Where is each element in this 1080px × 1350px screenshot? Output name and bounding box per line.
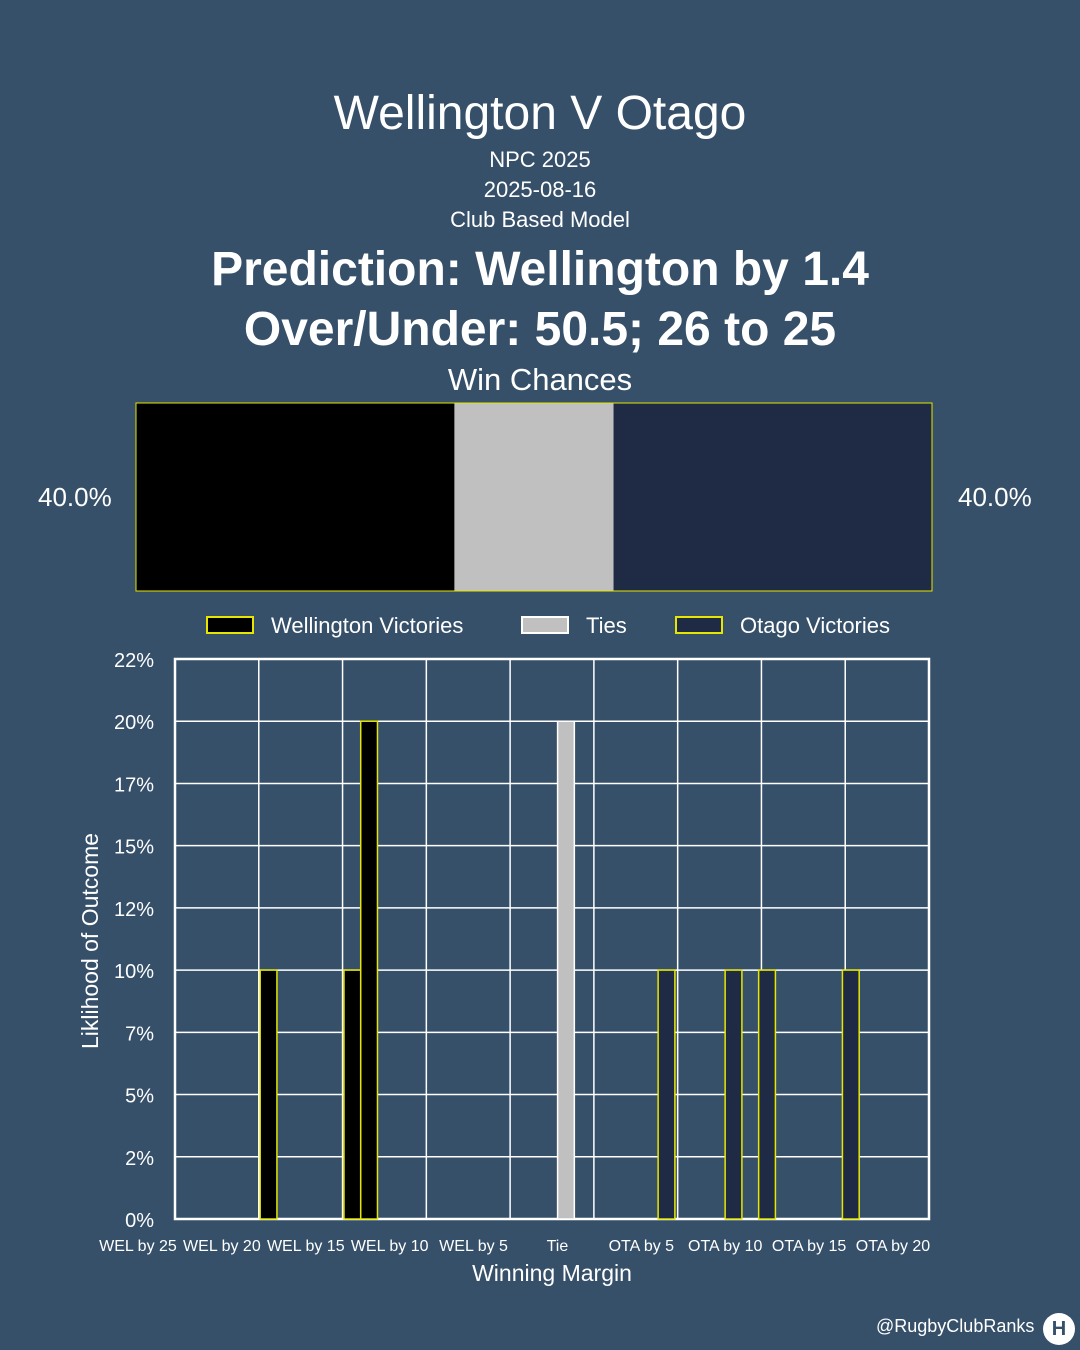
win-chances-bar	[135, 402, 933, 592]
y-axis-label: Liklihood of Outcome	[77, 833, 103, 1049]
model-label: Club Based Model	[450, 207, 630, 232]
x-tick-label: OTA by 15	[772, 1238, 847, 1255]
competition-label: NPC 2025	[489, 147, 591, 172]
legend-swatch-1	[521, 616, 569, 634]
x-axis-label: Winning Margin	[472, 1260, 632, 1286]
chart-title: Wellington V Otago	[333, 87, 747, 140]
y-tick-label: 2%	[125, 1148, 154, 1170]
legend-label-1: Ties	[586, 613, 627, 638]
y-tick-label: 22%	[114, 650, 154, 672]
prediction-text: Prediction: Wellington by 1.4	[211, 243, 869, 296]
match-date: 2025-08-16	[483, 177, 597, 202]
win-segment-1	[454, 403, 614, 591]
legend-label-0: Wellington Victories	[271, 613, 463, 638]
legend-swatch-2	[675, 616, 723, 634]
bar-series-2	[657, 969, 676, 1220]
plot-frame	[173, 657, 931, 1221]
x-tick-label: Tie	[547, 1238, 569, 1255]
y-tick-label: 0%	[125, 1210, 154, 1232]
x-tick-label: WEL by 25	[99, 1238, 177, 1255]
wellington-win-percent: 40.0%	[38, 482, 112, 512]
bar-series-0	[359, 720, 379, 1220]
legend-swatch-0	[206, 616, 254, 634]
legend: Wellington Victories Ties Otago Victories	[206, 613, 890, 638]
bar-series-2	[841, 969, 860, 1220]
win-segment-0	[136, 403, 455, 591]
legend-label-2: Otago Victories	[740, 613, 890, 638]
y-tick-label: 17%	[114, 774, 154, 796]
bar-series-0	[343, 969, 362, 1220]
x-tick-label: WEL by 15	[267, 1238, 345, 1255]
y-tick-label: 20%	[114, 712, 154, 734]
bar-series-0	[259, 969, 278, 1220]
y-tick-label: 7%	[125, 1023, 154, 1045]
win-bar-outline	[135, 402, 933, 592]
bar-series-1	[556, 720, 576, 1220]
x-tick-label: OTA by 20	[856, 1238, 931, 1255]
x-tick-label: WEL by 5	[439, 1238, 508, 1255]
x-tick-label: WEL by 10	[351, 1238, 429, 1255]
y-tick-label: 12%	[114, 899, 154, 921]
bar-series-2	[724, 969, 743, 1220]
win-chances-title: Win Chances	[447, 362, 633, 397]
y-tick-label: 10%	[114, 961, 154, 983]
y-tick-label: 15%	[114, 837, 154, 859]
logo-icon: H	[1043, 1313, 1075, 1345]
over-under-text: Over/Under: 50.5; 26 to 25	[243, 303, 837, 356]
y-tick-label: 5%	[125, 1086, 154, 1108]
bar-series-2	[757, 969, 777, 1220]
x-tick-label: OTA by 5	[609, 1238, 675, 1255]
margin-chart: 0% 2% 5% 7% 10% 12% 15% 17% 20% 22% WEL by 25 WEL b…	[77, 650, 930, 1286]
x-tick-label: WEL by 20	[183, 1238, 261, 1255]
watermark: @RugbyClubRanks	[876, 1316, 1035, 1336]
otago-win-percent: 40.0%	[958, 482, 1032, 512]
win-segment-2	[613, 403, 932, 591]
x-tick-label: OTA by 10	[688, 1238, 763, 1255]
